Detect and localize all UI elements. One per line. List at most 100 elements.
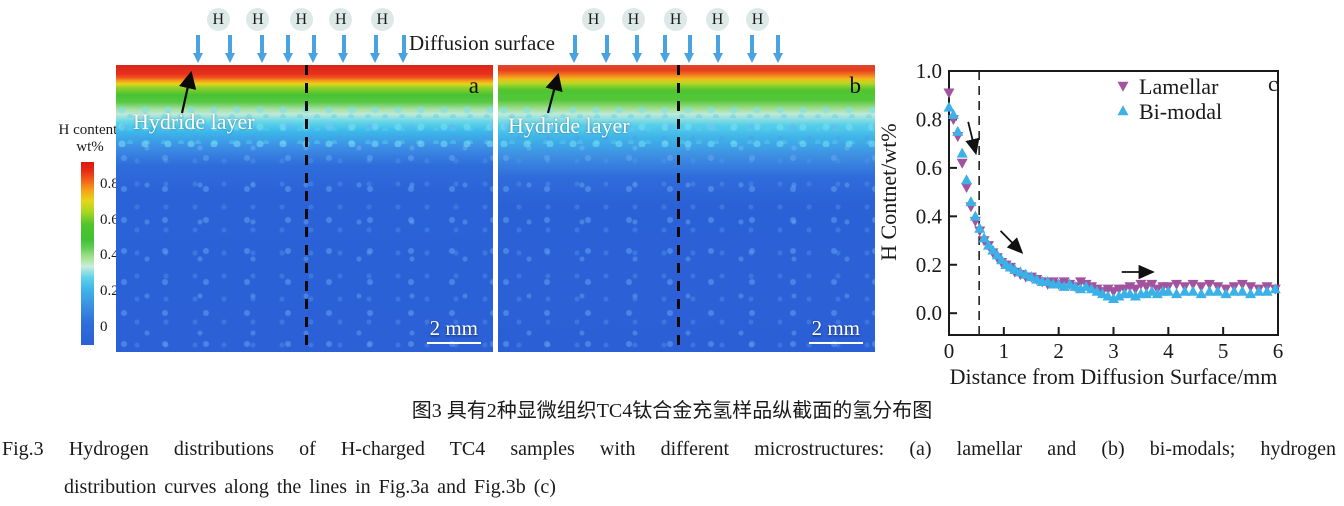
x-tick-label: 6: [1273, 339, 1284, 363]
data-point: [1203, 285, 1215, 296]
x-tick-label: 1: [999, 339, 1010, 363]
data-point: [956, 147, 968, 158]
diffusion-arrow-icon: [224, 35, 236, 63]
data-point: [1117, 81, 1129, 92]
data-point: [1236, 279, 1248, 290]
colorbar-title-line2: wt%: [76, 139, 104, 155]
data-point: [1162, 285, 1174, 296]
hydride-layer-label: Hydride layer: [508, 113, 630, 138]
diffusion-arrow-icon: [398, 35, 409, 63]
diffusion-arrow-icon: [601, 35, 612, 63]
diffusion-arrow-icon: [370, 35, 381, 63]
hydrogen-atom-icon: H: [664, 8, 688, 31]
colorbar-tick: 0.6: [100, 212, 119, 228]
diffusion-arrow-icon: [569, 35, 580, 63]
colorbar-tick: 0: [100, 319, 108, 335]
data-point: [961, 174, 973, 185]
data-point: [1129, 284, 1141, 295]
data-point: [947, 108, 959, 119]
colorbar: H content/ wt% 0.8 0.6 0.4 0.2 0: [48, 122, 132, 358]
data-point: [965, 196, 977, 207]
heatmap-panel-b: Hydride layer b 2 mm: [498, 65, 875, 352]
diffusion-arrow-icon: [772, 35, 784, 63]
hydride-layer-label: Hydride layer: [133, 109, 255, 134]
y-tick-label: 0.0: [916, 301, 942, 325]
data-point: [1220, 288, 1232, 299]
hydride-pointer-arrow: [545, 72, 563, 114]
scalebar-b: 2 mm: [808, 316, 863, 344]
data-point: [996, 254, 1008, 265]
annotation-arrow: [965, 121, 980, 156]
data-point: [1117, 105, 1129, 116]
panel-letter-b: b: [849, 73, 862, 98]
caption-chinese: 图3 具有2种显微组织TC4钛合金充氢样品纵截面的氢分布图: [411, 400, 933, 422]
data-point: [982, 239, 994, 250]
data-point: [1245, 282, 1257, 293]
data-point: [1195, 288, 1207, 299]
section-line-b: [677, 65, 681, 352]
y-tick-label: 0.2: [916, 253, 942, 277]
diffusion-arrow-icon: [746, 35, 758, 63]
diffusion-arrow-icon: [256, 35, 268, 63]
x-tick-label: 5: [1218, 339, 1229, 363]
x-tick-label: 4: [1163, 339, 1174, 363]
hydrogen-atom-icon: H: [370, 8, 394, 31]
heatmap-panel-a: Hydride layer a 2 mm: [116, 65, 493, 352]
data-point: [978, 232, 990, 243]
data-point: [1245, 288, 1257, 299]
data-point: [987, 244, 999, 255]
diffusion-arrow-icon: [684, 35, 695, 63]
diffusion-arrow-icon: [282, 35, 294, 63]
colorbar-title: H content/ wt%: [48, 122, 132, 156]
colorbar-tick: 0.4: [100, 247, 119, 263]
heatmap-texture: [498, 105, 875, 147]
hydrogen-atom-icon: H: [289, 8, 313, 31]
heatmap-texture: [498, 121, 875, 352]
data-point: [969, 210, 981, 221]
y-tick-label: 1.0: [916, 59, 942, 83]
data-point: [991, 249, 1003, 260]
y-axis-label: H Contnet/wt%: [880, 123, 901, 261]
hydrogen-atom-icon: H: [329, 8, 353, 31]
colorbar-gradient: [81, 162, 94, 345]
data-point: [1187, 279, 1199, 290]
annotation-arrow: [999, 230, 1024, 254]
data-point: [1212, 285, 1224, 296]
data-point: [1236, 285, 1248, 296]
diffusion-arrow-icon: [308, 35, 319, 63]
data-point: [943, 101, 955, 112]
hydrogen-atom-icon: H: [582, 8, 605, 31]
hydrogen-atom-icon: H: [745, 8, 769, 31]
data-point: [1261, 285, 1273, 296]
data-point: [952, 125, 964, 136]
section-line-a: [304, 65, 308, 352]
hydrogen-atom-icon: H: [706, 8, 730, 31]
y-tick-label: 0.8: [916, 107, 942, 131]
colorbar-tick: 0.8: [100, 176, 119, 192]
chart-c: 0 1 2 3 4 5 6 0.0 0.2 0.4 0.6 0.8 1.0 Distance from D…: [880, 59, 1284, 389]
y-tick-label: 0.6: [916, 156, 942, 180]
data-point: [1195, 282, 1207, 293]
data-point: [974, 222, 986, 233]
diffusion-arrow-icon: [631, 35, 643, 63]
data-point: [1171, 288, 1183, 299]
x-axis-label: Distance from Diffusion Surface/mm: [950, 364, 1278, 389]
data-point: [956, 158, 968, 169]
data-point: [1253, 285, 1265, 296]
diffusion-arrow-icon: [712, 35, 724, 63]
y-tick-label: 0.4: [916, 204, 943, 228]
data-point: [1146, 279, 1158, 290]
diffusion-arrow-icon: [338, 35, 349, 63]
hydrogen-atom-icon: H: [246, 8, 270, 31]
hydrogen-atom-icon: H: [621, 8, 645, 31]
x-tick-label: 3: [1108, 339, 1119, 363]
colorbar-tick: 0.2: [100, 283, 119, 299]
x-tick-label: 0: [944, 339, 955, 363]
hydrogen-atom-icon: H: [206, 8, 230, 31]
panel-letter-a: a: [468, 73, 479, 98]
legend-label: Lamellar: [1139, 74, 1219, 99]
diffusion-arrow-icon: [192, 35, 204, 63]
data-point: [1203, 279, 1215, 290]
caption-english-line2: distribution curves along the lines in F…: [64, 476, 556, 498]
